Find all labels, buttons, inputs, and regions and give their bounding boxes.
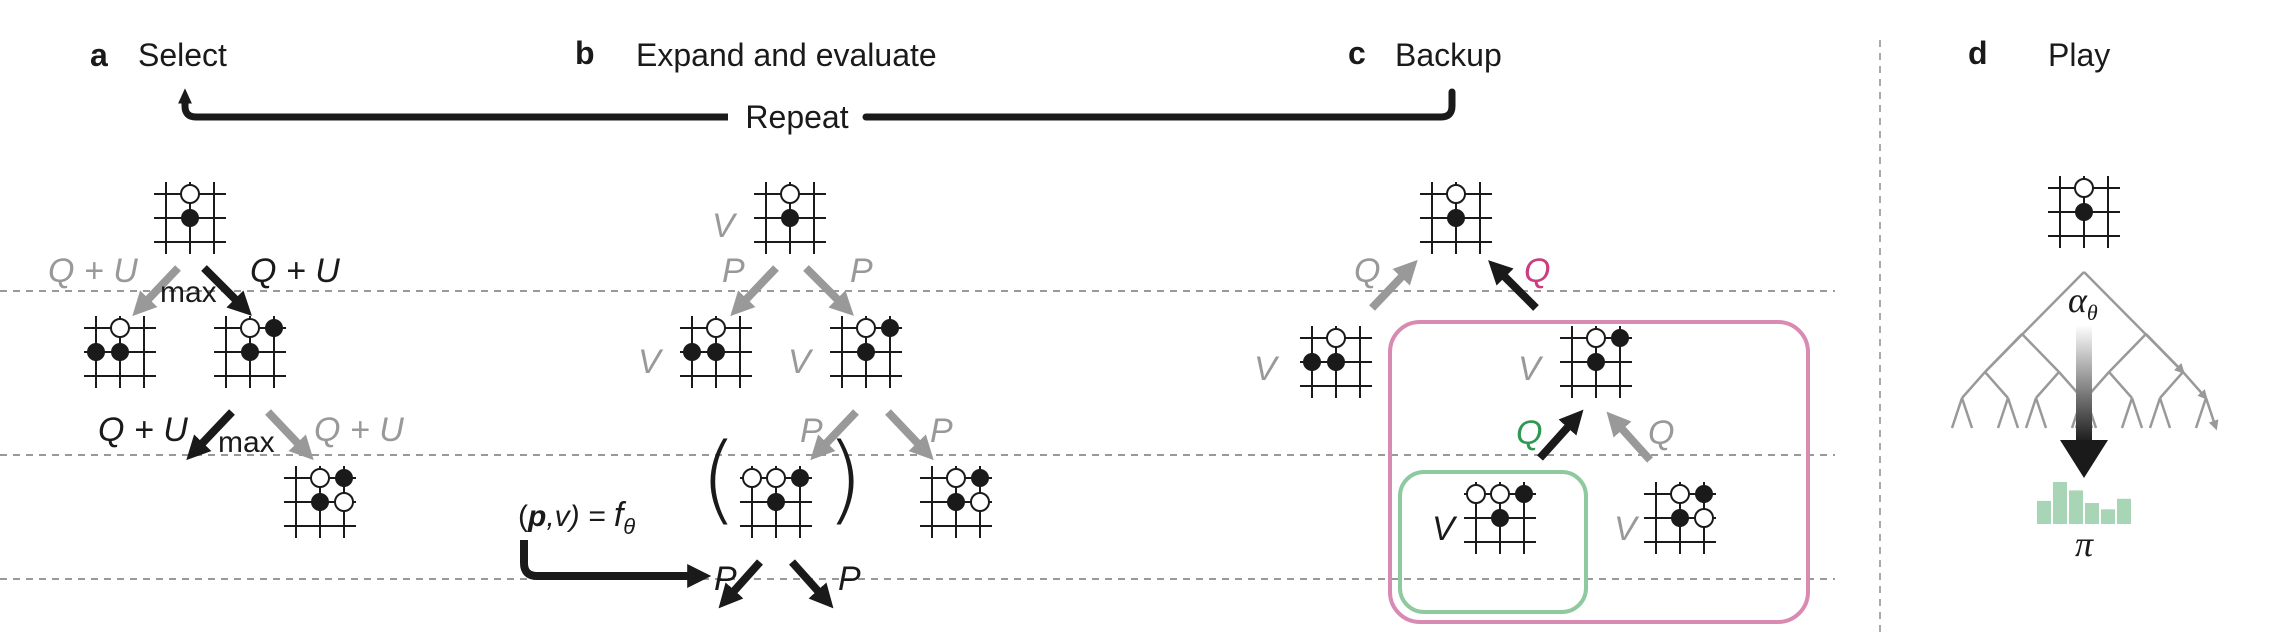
alpha-theta-label: αθ — [2068, 280, 2098, 325]
go-board-a-right — [214, 316, 286, 388]
repeat-label: Repeat — [745, 99, 848, 135]
panel-d-title: Play — [2048, 37, 2110, 73]
tree-level-3 — [1961, 371, 2206, 398]
edge-a-dark-1 — [201, 265, 252, 316]
label-v-b-right: V — [788, 343, 814, 381]
go-board-root-a — [154, 182, 226, 254]
label-v-c-left: V — [1254, 350, 1280, 388]
edge-a-gray-2 — [265, 409, 314, 461]
pi-bar-4 — [2085, 503, 2099, 524]
policy-pi-bars — [2037, 482, 2131, 524]
go-board-root-c — [1420, 182, 1492, 254]
panel-d-letter: d — [1968, 35, 1988, 71]
label-q-c1: Q — [1354, 252, 1380, 290]
paren-right: ) — [826, 423, 863, 535]
edge-c-1 — [1369, 259, 1418, 311]
panel-c-letter: c — [1348, 35, 1366, 71]
label-v-b-root: V — [712, 207, 738, 245]
edge-c-3 — [1537, 409, 1584, 461]
network-eval-arrow — [520, 540, 712, 588]
label-q-plus-u-a1: Q + U — [48, 252, 138, 290]
leaf-eval-box — [1398, 470, 1588, 614]
label-p-b5: P — [714, 560, 737, 598]
go-board-c-right — [1560, 326, 1632, 398]
label-max-a1: max — [160, 276, 217, 309]
panel-b-letter: b — [575, 35, 595, 71]
panel-a-tree — [84, 182, 356, 538]
edge-b-1 — [730, 265, 779, 317]
pi-bar-2 — [2053, 482, 2067, 524]
label-v-b-left: V — [638, 343, 664, 381]
label-max-a2: max — [218, 426, 275, 459]
go-board-c-leaf — [1464, 482, 1536, 554]
repeat-loop-arrow — [178, 88, 1456, 121]
edge-b-4 — [885, 409, 934, 461]
pi-bar-1 — [2037, 500, 2051, 524]
label-q-plus-u-a3: Q + U — [98, 411, 188, 449]
label-p-b6: P — [838, 560, 861, 598]
edge-b-2 — [803, 265, 854, 316]
label-p-b3: P — [800, 412, 823, 450]
edge-a-gray-1 — [132, 265, 181, 317]
label-q-c4: Q — [1648, 414, 1674, 452]
paren-left: ( — [700, 423, 737, 535]
network-equation: (p,v) = fθ — [518, 496, 635, 539]
panel-a-title: Select — [138, 37, 227, 73]
alpha-gradient-arrow — [2060, 325, 2108, 478]
panel-b-title: Expand and evaluate — [636, 37, 937, 73]
label-q-c3: Q — [1516, 414, 1542, 452]
label-q-plus-u-a4: Q + U — [314, 411, 404, 449]
go-board-play — [2048, 176, 2120, 248]
play-search-tree — [1950, 271, 2216, 428]
edge-c-2 — [1488, 260, 1539, 311]
go-board-c-right-leaf — [1644, 482, 1716, 554]
label-v-c-right: V — [1518, 350, 1544, 388]
pi-bar-6 — [2117, 498, 2131, 524]
label-q-c2: Q — [1524, 252, 1550, 290]
panel-a-letter: a — [90, 37, 108, 73]
label-p-b4: P — [930, 412, 953, 450]
go-board-b-right-leaf — [920, 466, 992, 538]
edge-b-prior-right — [789, 559, 834, 609]
edge-b-3 — [810, 409, 859, 461]
panel-c-tree — [1300, 182, 1716, 554]
go-board-b-left — [680, 316, 752, 388]
go-board-b-leaf — [740, 466, 812, 538]
pi-label: π — [2075, 524, 2094, 564]
label-p-b1: P — [722, 252, 745, 290]
pi-bar-5 — [2101, 509, 2115, 524]
label-p-b2: P — [850, 252, 873, 290]
panel-c-title: Backup — [1395, 37, 1502, 73]
edge-a-dark-2 — [186, 409, 235, 461]
pi-bar-3 — [2069, 490, 2083, 524]
go-board-c-left — [1300, 326, 1372, 398]
label-v-c-right-leaf: V — [1614, 510, 1640, 548]
label-q-plus-u-a2: Q + U — [250, 252, 340, 290]
label-v-c-leaf: V — [1432, 510, 1458, 548]
backup-subtree-box — [1388, 320, 1810, 624]
panel-b-tree — [520, 182, 992, 609]
go-board-a-left — [84, 316, 156, 388]
go-board-a-leaf — [284, 466, 356, 538]
go-board-b-right — [830, 316, 902, 388]
edge-b-prior-left — [718, 559, 763, 609]
go-board-root-b — [754, 182, 826, 254]
edge-c-4 — [1606, 411, 1653, 463]
